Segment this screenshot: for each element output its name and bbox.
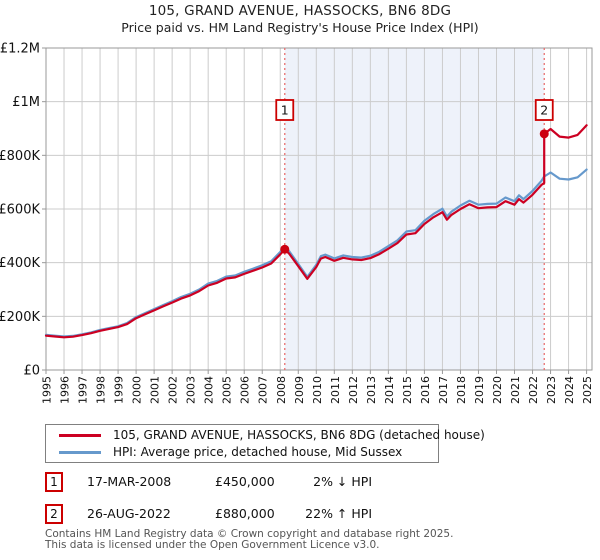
x-tick-label: 2008 bbox=[275, 376, 288, 404]
x-tick-label: 2014 bbox=[383, 376, 396, 404]
x-tick-label: 2017 bbox=[437, 376, 450, 404]
x-tick-label: 1996 bbox=[59, 376, 72, 404]
x-tick-label: 2000 bbox=[131, 376, 144, 404]
y-tick-label: £1M bbox=[12, 95, 40, 110]
sale-2-date: 26-AUG-2022 bbox=[87, 506, 171, 521]
x-tick-label: 2016 bbox=[419, 376, 432, 404]
y-tick-label: £600K bbox=[0, 203, 40, 218]
x-tick-label: 2009 bbox=[293, 376, 306, 404]
x-tick-label: 2025 bbox=[581, 376, 594, 404]
x-tick-label: 2020 bbox=[491, 376, 504, 404]
x-tick-label: 2019 bbox=[473, 376, 486, 404]
x-tick-label: 2021 bbox=[509, 376, 522, 404]
x-tick-label: 2003 bbox=[185, 376, 198, 404]
legend-swatch-hpi-line bbox=[59, 450, 101, 454]
sale-2-hpi-delta: 22% ↑ HPI bbox=[305, 506, 372, 521]
sale-2-price: £880,000 bbox=[215, 506, 275, 521]
sale-2-label-box bbox=[534, 99, 554, 121]
legend-swatch-property-line bbox=[59, 433, 101, 437]
sale-1-marker-box: 1 bbox=[45, 472, 63, 492]
legend-label-hpi: HPI: Average price, detached house, Mid … bbox=[113, 445, 403, 459]
x-tick-label: 2007 bbox=[257, 376, 270, 404]
x-tick-label: 2002 bbox=[167, 376, 180, 404]
sale-1-label-box bbox=[275, 99, 295, 121]
page-subtitle: Price paid vs. HM Land Registry's House … bbox=[121, 20, 479, 35]
x-tick-label: 2023 bbox=[545, 376, 558, 404]
sale-annotation-row-2: 2 26-AUG-2022 £880,000 22% ↑ HPI bbox=[0, 504, 600, 526]
x-tick-label: 2010 bbox=[311, 376, 324, 404]
x-tick-label: 2022 bbox=[527, 376, 540, 404]
property-price-line bbox=[44, 124, 588, 339]
x-tick-label: 1998 bbox=[95, 376, 108, 404]
legend-item-property: 105, GRAND AVENUE, HASSOCKS, BN6 8DG (de… bbox=[46, 427, 485, 444]
x-tick-label: 2024 bbox=[563, 376, 576, 404]
copyright-footer: Contains HM Land Registry data © Crown c… bbox=[45, 529, 453, 551]
sale-1-hpi-delta: 2% ↓ HPI bbox=[313, 474, 372, 489]
y-tick-label: £1.2M bbox=[0, 42, 40, 57]
plot-border bbox=[45, 47, 593, 371]
x-tick-label: 1999 bbox=[113, 376, 126, 404]
x-tick-label: 2011 bbox=[329, 376, 342, 404]
x-tick-label: 2012 bbox=[347, 376, 360, 404]
x-tick-label: 2006 bbox=[239, 376, 252, 404]
sale-1-label-text: 1 bbox=[281, 103, 289, 118]
legend-item-hpi: HPI: Average price, detached house, Mid … bbox=[46, 444, 438, 461]
sale-2-dot bbox=[539, 129, 549, 139]
x-tick-label: 1995 bbox=[41, 376, 54, 404]
sale-annotation-row-1: 1 17-MAR-2008 £450,000 2% ↓ HPI bbox=[0, 472, 600, 494]
sale-2-marker-box: 2 bbox=[45, 504, 63, 524]
y-tick-label: £0 bbox=[23, 364, 40, 379]
y-tick-label: £400K bbox=[0, 256, 40, 271]
y-tick-label: £200K bbox=[0, 310, 40, 325]
x-tick-label: 2005 bbox=[221, 376, 234, 404]
footer-line-2: This data is licensed under the Open Gov… bbox=[45, 539, 380, 551]
x-tick-label: 1997 bbox=[77, 376, 90, 404]
sale-1-date: 17-MAR-2008 bbox=[87, 474, 172, 489]
sale-1-price: £450,000 bbox=[215, 474, 275, 489]
price-history-chart: 1995 1996 1997 1998 1999 2000 2001 2002 2003 2004… bbox=[0, 42, 594, 404]
x-tick-label: 2001 bbox=[149, 376, 162, 404]
x-tick-label: 2013 bbox=[365, 376, 378, 404]
y-tick-label: £800K bbox=[0, 149, 40, 164]
x-tick-label: 2018 bbox=[455, 376, 468, 404]
x-tick-label: 2004 bbox=[203, 376, 216, 404]
page-title: 105, GRAND AVENUE, HASSOCKS, BN6 8DG bbox=[148, 3, 452, 19]
footer-line-1: Contains HM Land Registry data © Crown c… bbox=[45, 528, 454, 540]
sale-1-dot bbox=[280, 244, 290, 254]
legend-label-property: 105, GRAND AVENUE, HASSOCKS, BN6 8DG (de… bbox=[113, 428, 485, 442]
x-tick-label: 2015 bbox=[401, 376, 414, 404]
sale-2-label-text: 2 bbox=[540, 103, 548, 118]
chart-legend: 105, GRAND AVENUE, HASSOCKS, BN6 8DG (de… bbox=[45, 424, 485, 463]
